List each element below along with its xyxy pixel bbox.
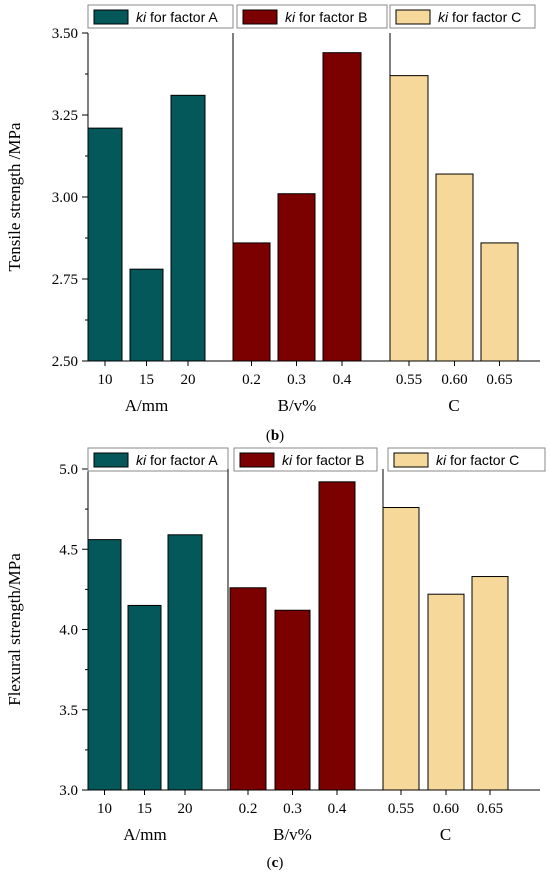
x-tick-label: 0.60 — [441, 372, 467, 388]
x-axis-title: B/v% — [278, 396, 317, 415]
x-tick-label: 0.2 — [242, 372, 261, 388]
bar — [382, 507, 420, 791]
legend-swatch — [393, 452, 429, 468]
x-tick-label: 15 — [137, 801, 152, 817]
x-axis-title: C — [448, 396, 459, 415]
chart-panel-c: 3.0 3.5 4.0 4.5 5.0 Flexural strength/MPa 10 15… — [5, 447, 546, 871]
legend-swatch — [93, 9, 129, 25]
caption-paren-close: ) — [278, 855, 283, 871]
x-tick-label: 20 — [178, 801, 193, 817]
legend-swatch — [395, 9, 431, 25]
x-axis-title: C — [440, 825, 451, 844]
bar — [274, 609, 311, 791]
legend-swatch — [242, 9, 278, 25]
caption-paren-close: ) — [279, 428, 284, 444]
y-tick-label: 4.5 — [59, 542, 78, 558]
legend-label: ki for factor B — [285, 9, 367, 25]
bar — [435, 173, 474, 362]
x-tick-label: 0.55 — [388, 801, 414, 817]
y-tick-label: 3.5 — [59, 703, 78, 719]
bar — [87, 127, 123, 362]
caption-paren-open: ( — [266, 428, 271, 444]
x-tick-label: 10 — [98, 372, 113, 388]
figure-caption: (c) — [267, 855, 284, 871]
legend-label-rest: for factor C — [446, 452, 519, 468]
legend-label-italic: ki — [282, 452, 293, 468]
x-tick-label: 0.4 — [333, 372, 352, 388]
y-tick-label: 3.25 — [52, 108, 78, 124]
bar — [129, 268, 164, 362]
x-axis-title: A/mm — [123, 825, 166, 844]
legend-label: ki for factor C — [438, 9, 521, 25]
bar — [127, 604, 162, 791]
legend-label-rest: for factor B — [292, 452, 364, 468]
legend-label-rest: for factor C — [448, 9, 521, 25]
legend-label: ki for factor A — [136, 9, 218, 25]
x-tick-label: 10 — [97, 801, 112, 817]
bar — [170, 94, 206, 362]
y-tick-label: 3.0 — [59, 783, 78, 799]
bar — [480, 242, 519, 362]
x-axis-title: A/mm — [125, 396, 168, 415]
x-tick-label: 0.4 — [328, 801, 347, 817]
bar — [389, 75, 429, 362]
legend-label-italic: ki — [136, 9, 147, 25]
bar — [232, 242, 271, 362]
x-tick-label: 0.2 — [239, 801, 258, 817]
legend-label: ki for factor A — [136, 452, 218, 468]
y-tick-label: 4.0 — [59, 623, 78, 639]
y-tick-label: 5.0 — [59, 462, 78, 478]
chart-panel-b: 2.50 2.75 3.00 3.25 3.50 Tensile strength /MP… — [5, 4, 540, 444]
y-axis-title: Flexural strength/MPa — [5, 553, 24, 706]
bar — [229, 587, 267, 791]
x-tick-label: 0.60 — [433, 801, 459, 817]
legend-swatch — [93, 452, 129, 468]
x-tick-label: 0.55 — [396, 372, 422, 388]
caption-letter: b — [271, 428, 279, 444]
legend-label-italic: ki — [136, 452, 147, 468]
legend-label-italic: ki — [436, 452, 447, 468]
x-tick-label: 20 — [181, 372, 196, 388]
x-axis-title: B/v% — [273, 825, 312, 844]
bar — [277, 193, 316, 362]
legend-label-rest: for factor A — [146, 9, 218, 25]
y-tick-label: 3.50 — [52, 26, 78, 42]
legend-swatch — [239, 452, 275, 468]
bar — [427, 593, 465, 791]
bar — [318, 481, 356, 791]
y-tick-label: 2.75 — [52, 272, 78, 288]
x-tick-label: 0.3 — [283, 801, 302, 817]
legend-label-italic: ki — [285, 9, 296, 25]
legend-label-rest: for factor A — [146, 452, 218, 468]
legend-label-italic: ki — [438, 9, 449, 25]
x-tick-label: 15 — [139, 372, 154, 388]
bar — [87, 539, 122, 791]
figure-caption: (b) — [266, 428, 284, 444]
bar — [471, 576, 509, 791]
x-tick-label: 0.3 — [287, 372, 306, 388]
y-tick-label: 3.00 — [52, 190, 78, 206]
y-tick-label: 2.50 — [52, 354, 78, 370]
legend-label: ki for factor C — [436, 452, 519, 468]
x-tick-label: 0.65 — [477, 801, 503, 817]
bar — [322, 52, 362, 362]
legend-label-rest: for factor B — [295, 9, 367, 25]
bar — [167, 534, 203, 791]
y-axis-title: Tensile strength /MPa — [5, 122, 24, 271]
caption-letter: c — [272, 855, 279, 871]
legend-label: ki for factor B — [282, 452, 364, 468]
caption-paren-open: ( — [267, 855, 272, 871]
x-tick-label: 0.65 — [486, 372, 512, 388]
